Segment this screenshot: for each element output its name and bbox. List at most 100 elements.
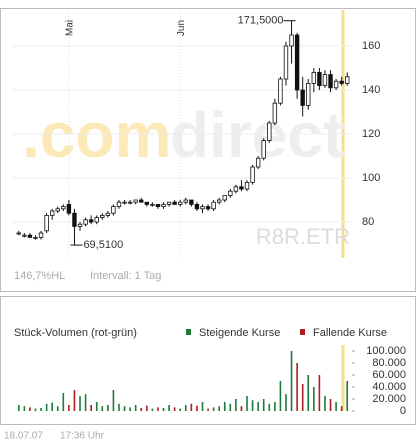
annotation: 171,5000	[238, 15, 284, 27]
candle-body	[94, 217, 99, 223]
volume-bar	[17, 405, 20, 411]
x-tick-label: Jun	[176, 20, 187, 36]
volume-bar	[340, 406, 343, 411]
candle-body	[261, 140, 266, 159]
volume-bar	[157, 407, 159, 411]
volume-bar	[56, 406, 59, 411]
y-tick-label: 100	[362, 172, 380, 184]
volume-bar	[173, 407, 176, 411]
y-tick-label: 120	[362, 128, 380, 140]
volume-bar	[268, 403, 271, 411]
candle-body	[183, 199, 188, 203]
symbol: R8R.ETR	[256, 224, 350, 249]
candle-body	[155, 203, 161, 207]
volume-bar	[29, 407, 31, 411]
range-info: 146,7%HL	[14, 270, 65, 282]
volume-bar	[324, 396, 326, 411]
candle-body	[122, 201, 127, 204]
candle-body	[311, 72, 317, 84]
y-tick-label: 40.000	[372, 381, 406, 393]
candle-body	[77, 223, 83, 227]
volume-bar	[79, 396, 81, 411]
candle-body	[345, 76, 350, 84]
volume-bar	[184, 405, 187, 411]
volume-bar	[62, 393, 65, 411]
y-tick-label: 80.000	[372, 357, 406, 369]
legend-swatch	[186, 329, 191, 335]
volume-bar	[296, 363, 298, 411]
candle-body	[194, 203, 200, 210]
candle-body	[166, 201, 172, 205]
volume-bar	[257, 402, 259, 411]
volume-bar	[207, 408, 209, 411]
y-tick-label: 60.000	[372, 369, 406, 381]
candle-body	[127, 201, 133, 204]
volume-bar	[112, 390, 115, 411]
candle-body	[300, 89, 305, 106]
footer-time: 17:36 Uhr	[60, 431, 105, 442]
y-tick-label: 0	[400, 405, 406, 417]
volume-bar	[140, 408, 143, 411]
candle-body	[38, 232, 44, 238]
volume-bar	[129, 407, 131, 411]
volume-bar	[107, 405, 109, 411]
volume-bar	[95, 402, 98, 411]
candle-body	[255, 157, 261, 168]
volume-bar	[190, 403, 193, 411]
candle-body	[216, 199, 222, 203]
y-tick-label: 100.000	[366, 345, 406, 357]
volume-bar	[307, 375, 310, 411]
volume-bar	[118, 403, 120, 411]
legend-label: Steigende Kurse	[199, 327, 280, 339]
candle-body	[189, 199, 194, 205]
y-tick-label: 20.000	[372, 393, 406, 405]
candle-body	[333, 80, 339, 89]
volume-bar	[246, 396, 248, 411]
candle-body	[111, 206, 116, 214]
volume-bar	[346, 381, 349, 411]
candle-body	[55, 208, 60, 212]
candle-body	[139, 199, 144, 203]
volume-bar	[329, 399, 332, 411]
volume-bar	[201, 402, 204, 411]
volume-bar	[168, 405, 170, 411]
volume-bar	[262, 399, 265, 411]
candle-body	[72, 212, 77, 227]
candle-body	[250, 166, 255, 183]
volume-bar	[23, 406, 26, 411]
volume-bar	[123, 406, 126, 411]
volume-bar	[285, 394, 287, 411]
candle-body	[178, 201, 183, 205]
volume-bar	[218, 406, 220, 411]
candle-body	[133, 199, 138, 203]
volume-bar	[40, 408, 42, 411]
candle-body	[272, 102, 278, 124]
volume-bar	[251, 400, 254, 411]
volume-panel	[0, 296, 416, 425]
volume-bar	[212, 407, 215, 411]
volume-bar	[229, 403, 232, 411]
legend-label: Fallende Kurse	[313, 327, 387, 339]
volume-bar	[51, 402, 53, 411]
volume-bar	[68, 405, 70, 411]
candle-body	[172, 201, 177, 205]
volume-bar	[146, 405, 148, 411]
candle-body	[88, 219, 94, 223]
candle-body	[49, 210, 55, 216]
candle-body	[244, 181, 250, 190]
volume-bar	[240, 406, 243, 411]
candle-body	[222, 195, 227, 201]
volume-bar	[162, 408, 165, 411]
volume-bar	[45, 403, 48, 411]
candle-body	[61, 206, 66, 210]
candle-body	[322, 74, 328, 86]
y-tick-label: 80	[362, 216, 374, 228]
volume-bar	[134, 405, 137, 411]
volume-bar	[223, 402, 226, 411]
candle-body	[339, 80, 344, 84]
volume-bar	[313, 387, 315, 411]
candle-body	[283, 45, 289, 80]
legend-swatch	[300, 329, 305, 335]
candle-body	[16, 232, 21, 235]
